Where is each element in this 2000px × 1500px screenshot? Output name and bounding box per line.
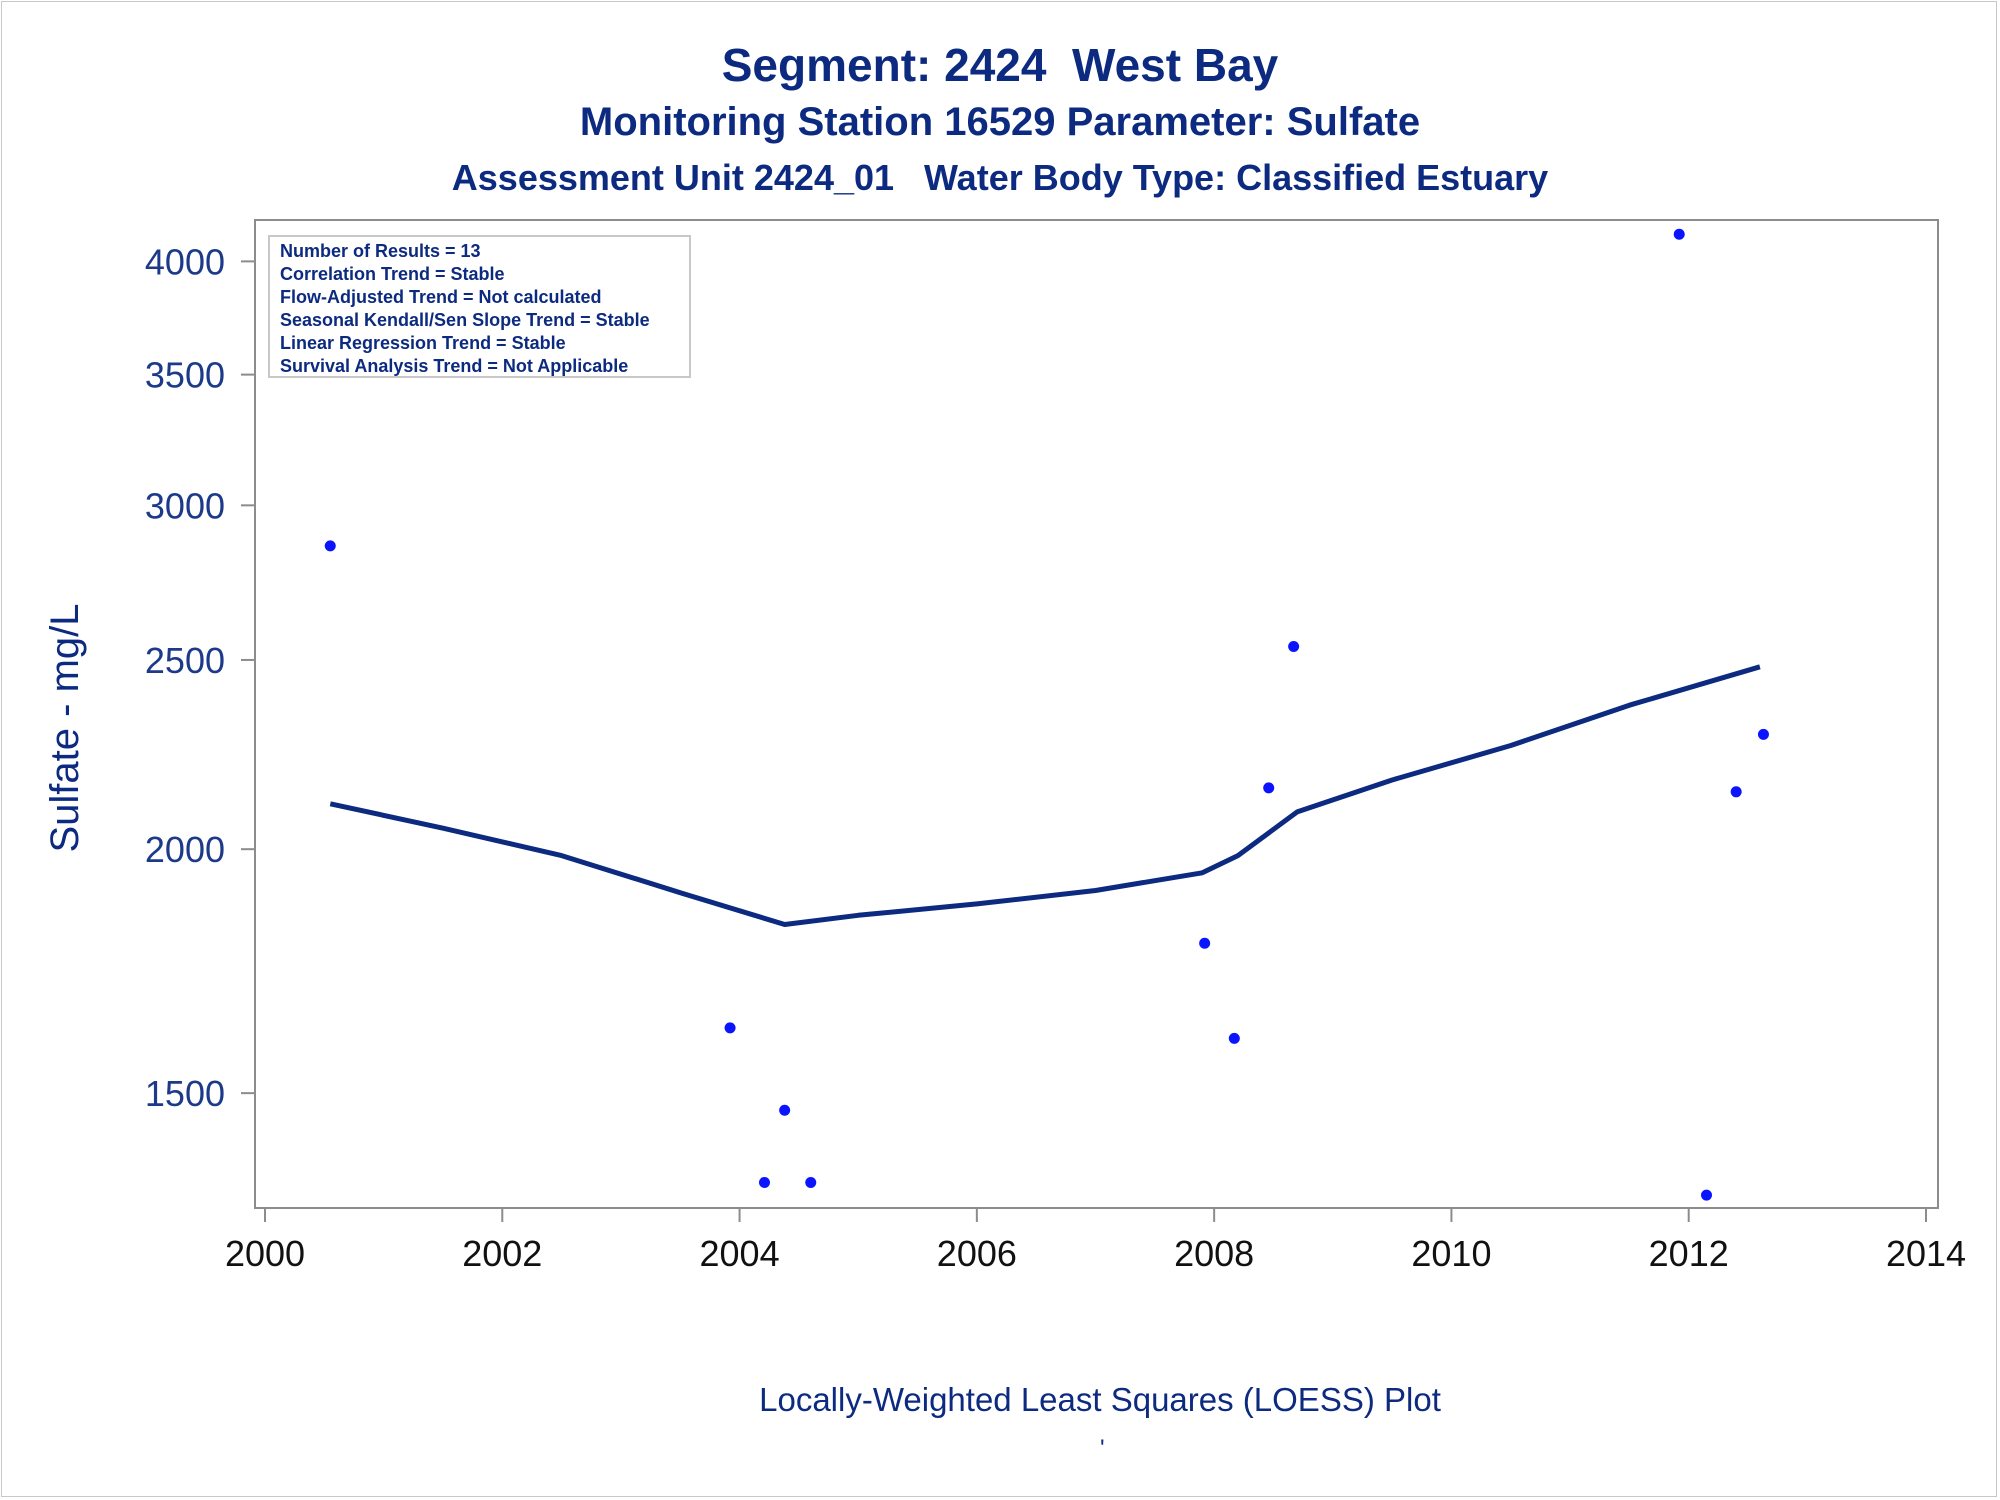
loess-line: [329, 664, 1761, 927]
x-tick-label: 2010: [1411, 1233, 1491, 1274]
data-point: [779, 1104, 791, 1116]
data-point: [1288, 640, 1300, 652]
stats-box: Number of Results = 13 Correlation Trend …: [268, 235, 691, 378]
y-tick-label: 4000: [145, 241, 225, 282]
x-tick-label: 2006: [937, 1233, 1017, 1274]
x-tick-label: 2004: [700, 1233, 780, 1274]
stats-line: Linear Regression Trend = Stable: [280, 333, 566, 353]
plot-caption: Locally-Weighted Least Squares (LOESS) P…: [759, 1381, 1441, 1418]
y-axis-label: Sulfate - mg/L: [43, 603, 87, 852]
data-point: [1228, 1032, 1240, 1044]
stats-line: Number of Results = 13: [280, 241, 481, 261]
y-tick-label: 2500: [145, 640, 225, 681]
data-point: [724, 1022, 736, 1034]
data-point: [1263, 782, 1275, 794]
plot-area: [254, 219, 1939, 1209]
chart-title: Segment: 2424 West Bay: [721, 39, 1279, 91]
chart-subtitle-2: Assessment Unit 2424_01 Water Body Type:…: [451, 157, 1549, 198]
x-tick-label: 2008: [1174, 1233, 1254, 1274]
y-tick-label: 2000: [145, 829, 225, 870]
stats-line: Seasonal Kendall/Sen Slope Trend = Stabl…: [280, 310, 650, 330]
stats-line: Flow-Adjusted Trend = Not calculated: [280, 287, 602, 307]
data-point: [1701, 1189, 1713, 1201]
data-point: [805, 1176, 817, 1188]
x-tick-label: 2012: [1649, 1233, 1729, 1274]
data-point: [758, 1176, 770, 1188]
y-tick-label: 1500: [145, 1073, 225, 1114]
caption-mark: ': [1100, 1435, 1105, 1462]
x-tick-label: 2014: [1886, 1233, 1966, 1274]
data-point: [1199, 937, 1211, 949]
axes: 1500 2000 2500 3000 3500 4000 2000 2002 2004 2006…: [145, 241, 1966, 1274]
x-tick-label: 2000: [225, 1233, 305, 1274]
stats-line: Correlation Trend = Stable: [280, 264, 505, 284]
data-point: [1757, 728, 1769, 740]
chart-subtitle: Monitoring Station 16529 Parameter: Sulf…: [579, 100, 1421, 144]
stats-box-frame: [268, 235, 691, 378]
data-point: [1730, 786, 1742, 798]
stats-line: Survival Analysis Trend = Not Applicable: [280, 356, 628, 376]
data-points: [324, 228, 1769, 1201]
y-tick-label: 3000: [145, 485, 225, 526]
data-point: [1673, 228, 1685, 240]
data-point: [324, 540, 336, 552]
x-tick-label: 2002: [462, 1233, 542, 1274]
y-tick-label: 3500: [145, 355, 225, 396]
